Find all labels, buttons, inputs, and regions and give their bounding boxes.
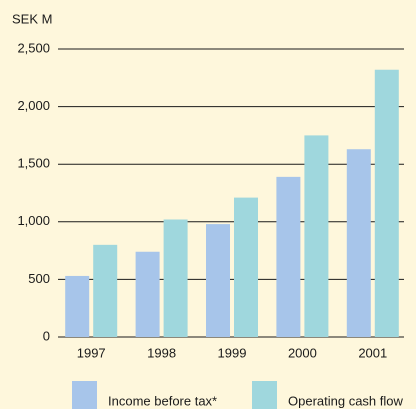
bar [346, 149, 371, 337]
bar [135, 251, 160, 337]
legend-label: Operating cash flow [288, 393, 404, 408]
legend-swatch [72, 381, 97, 409]
y-tick-label: 2,500 [17, 40, 50, 55]
bar [206, 224, 230, 337]
bar [65, 275, 90, 337]
x-tick-label: 1999 [218, 345, 247, 360]
bar [374, 69, 399, 338]
bar [234, 197, 258, 337]
x-tick-label: 1997 [77, 345, 106, 360]
y-tick-label: 1,000 [17, 213, 50, 228]
bar [304, 135, 329, 337]
bar [276, 176, 301, 337]
bar [93, 244, 118, 337]
y-tick-label: 500 [28, 271, 50, 286]
legend-swatch [252, 381, 277, 409]
x-tick-label: 2000 [288, 345, 317, 360]
x-tick-label: 1998 [147, 345, 176, 360]
y-tick-label: 0 [43, 328, 50, 343]
y-axis-label: SEK M [12, 11, 52, 26]
legend-label: Income before tax* [108, 393, 217, 408]
bar [163, 219, 188, 337]
x-tick-label: 2001 [358, 345, 387, 360]
y-tick-label: 2,000 [17, 98, 50, 113]
y-tick-label: 1,500 [17, 156, 50, 171]
